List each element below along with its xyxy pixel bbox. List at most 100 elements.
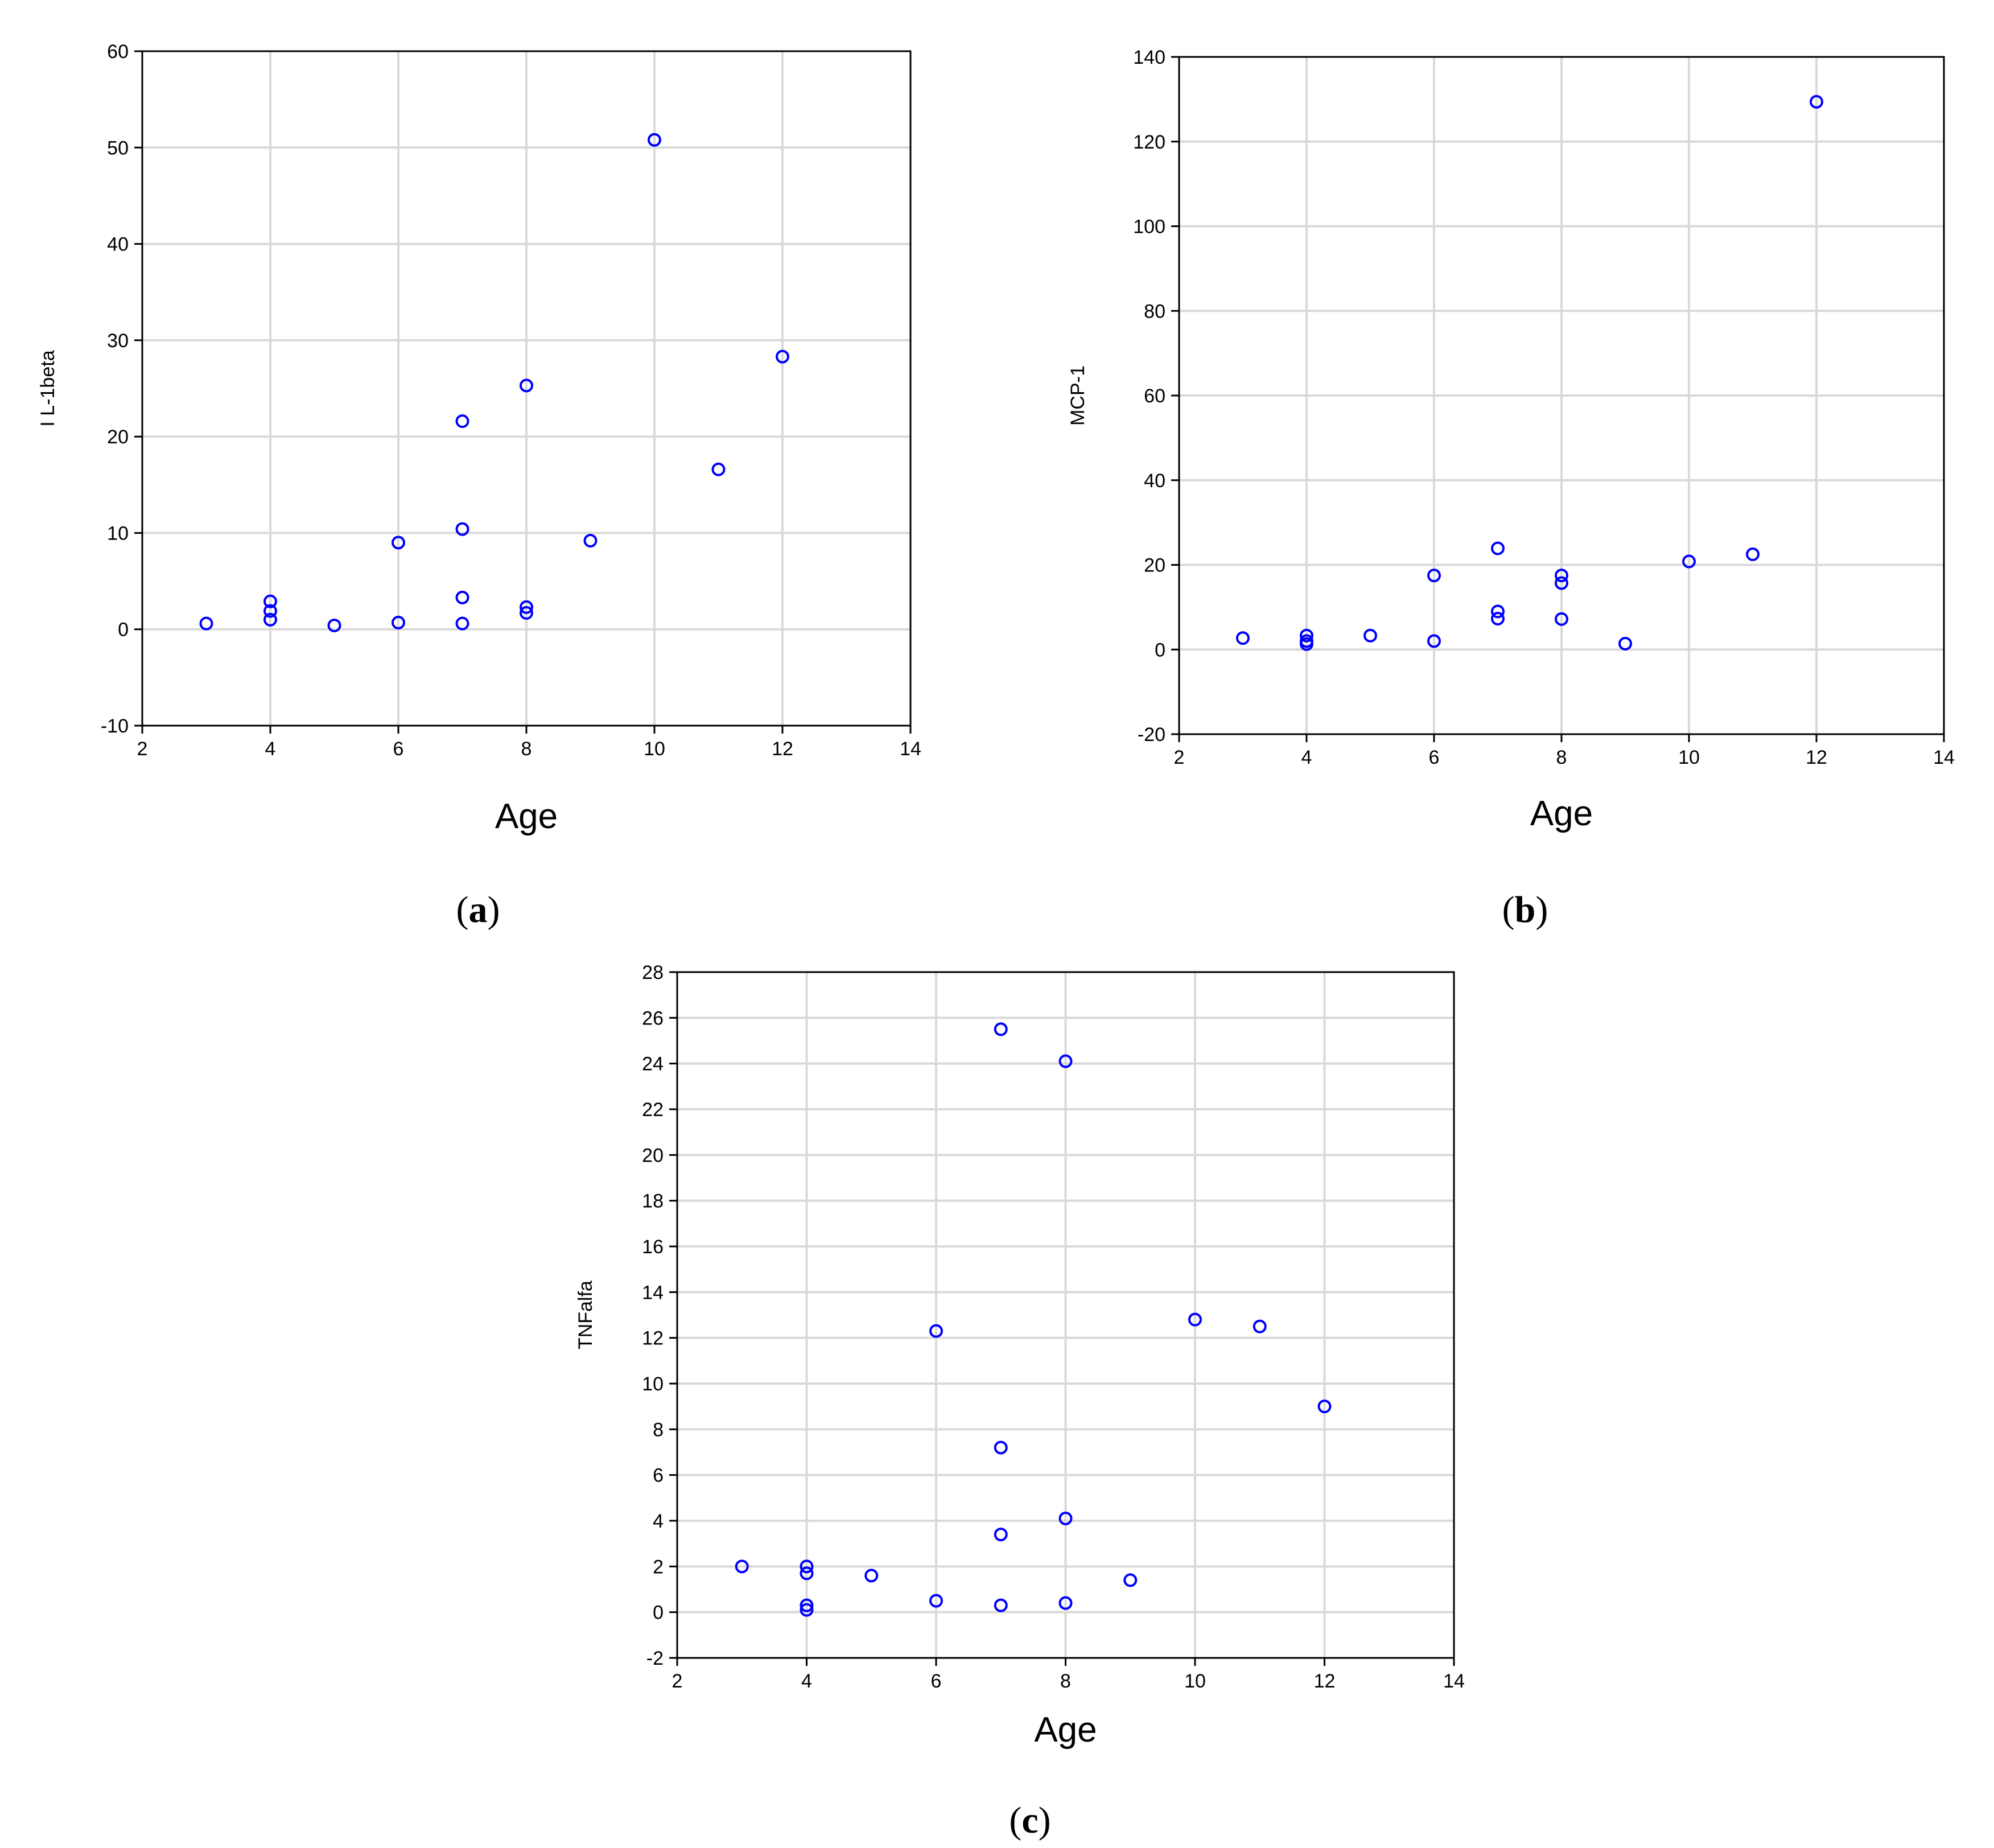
- panel-letter: b: [1515, 889, 1536, 931]
- x-tick-label: 8: [1556, 747, 1567, 768]
- panel-letter: c: [1021, 1800, 1038, 1841]
- data-point: [800, 1566, 814, 1581]
- data-point: [1491, 604, 1505, 619]
- y-tick-label: 6: [653, 1465, 664, 1487]
- x-tick-label: 12: [1314, 1670, 1336, 1692]
- y-tick-label: 12: [642, 1328, 664, 1349]
- y-tick-label: 8: [653, 1419, 664, 1440]
- data-point: [1427, 569, 1441, 583]
- chart-panel-a: 2 4 6 8 10 12 14 -10 0 10 20 30 40 50 60 Age I L-1beta (a…: [37, 41, 921, 931]
- data-point: [929, 1594, 943, 1608]
- data-point: [1058, 1511, 1073, 1525]
- y-tick-label: 20: [1144, 555, 1165, 577]
- y-tick-label: 2: [653, 1556, 664, 1578]
- y-tick-label: 20: [642, 1145, 664, 1166]
- data-point: [1555, 612, 1568, 626]
- data-point: [994, 1598, 1008, 1612]
- x-tick-label: 14: [1443, 1670, 1465, 1692]
- y-axis-label: TNFalfa: [575, 1281, 596, 1349]
- data-point: [800, 1559, 814, 1574]
- y-tick-label: 0: [1155, 639, 1165, 661]
- x-tick-label: 6: [931, 1670, 942, 1692]
- y-tick-label: 100: [1133, 216, 1165, 238]
- data-point: [1427, 634, 1441, 648]
- x-tick-label: 4: [1301, 747, 1312, 768]
- x-tick-label: 8: [1060, 1670, 1071, 1692]
- data-point: [455, 414, 469, 429]
- y-tick-label: 140: [1133, 47, 1165, 68]
- y-tick-label: 60: [107, 41, 129, 63]
- panel-caption: (b): [1502, 889, 1548, 931]
- y-tick-label: 120: [1133, 131, 1165, 153]
- y-tick-label: 4: [653, 1510, 664, 1532]
- y-tick-label: -2: [646, 1648, 664, 1669]
- data-point: [455, 522, 469, 536]
- data-point: [455, 616, 469, 631]
- chart-panel-b: 2 4 6 8 10 12 14 -20 0 20 40 60 80 100 120 140 Age MCP-1 (…: [1067, 47, 1955, 931]
- data-point: [263, 612, 277, 627]
- y-tick-label: 40: [107, 234, 129, 256]
- y-tick-label: 80: [1144, 301, 1165, 322]
- y-tick-label: 28: [642, 962, 664, 983]
- data-point: [1618, 636, 1632, 651]
- data-point: [455, 590, 469, 604]
- data-point: [1058, 1596, 1073, 1610]
- data-point: [520, 606, 533, 620]
- data-point: [776, 349, 789, 364]
- x-axis-label: Age: [1034, 1710, 1097, 1750]
- data-point: [800, 1603, 814, 1617]
- panel-caption: (a): [456, 889, 500, 931]
- y-tick-label: 10: [107, 522, 129, 544]
- data-point: [263, 594, 277, 608]
- data-point: [735, 1559, 749, 1574]
- x-tick-label: 4: [801, 1670, 812, 1692]
- data-point: [583, 533, 598, 548]
- data-point: [929, 1324, 943, 1338]
- y-tick-label: 10: [642, 1373, 664, 1395]
- data-point: [1300, 637, 1313, 651]
- x-tick-label: 2: [137, 738, 148, 760]
- y-tick-label: 30: [107, 330, 129, 352]
- data-point: [199, 616, 213, 631]
- x-tick-label: 8: [521, 738, 532, 760]
- panel-caption: (c): [1009, 1800, 1050, 1841]
- data-point: [800, 1598, 814, 1612]
- y-tick-label: 24: [642, 1053, 664, 1075]
- data-point: [1300, 628, 1313, 643]
- data-point: [1682, 554, 1696, 569]
- x-tick-label: 6: [1429, 747, 1440, 768]
- data-point: [648, 133, 661, 147]
- data-point: [327, 618, 341, 632]
- data-point: [864, 1569, 879, 1583]
- x-tick-label: 2: [1174, 747, 1185, 768]
- x-tick-label: 10: [644, 738, 665, 760]
- panel-letter: a: [469, 889, 488, 931]
- data-point: [1058, 1054, 1073, 1068]
- data-point: [1555, 576, 1568, 590]
- data-point: [1363, 628, 1377, 643]
- x-tick-label: 10: [1184, 1670, 1206, 1692]
- y-tick-label: 40: [1144, 470, 1165, 492]
- data-point: [994, 1440, 1008, 1455]
- y-tick-label: 14: [642, 1282, 664, 1303]
- x-tick-label: 12: [1806, 747, 1827, 768]
- data-point: [1236, 631, 1250, 645]
- y-axis-label: MCP-1: [1067, 365, 1089, 426]
- data-point: [994, 1528, 1008, 1542]
- y-tick-label: -20: [1138, 724, 1165, 746]
- x-tick-label: 14: [900, 738, 921, 760]
- y-axis-label: I L-1beta: [37, 350, 59, 426]
- y-tick-label: 22: [642, 1099, 664, 1121]
- data-point: [392, 615, 405, 629]
- x-tick-label: 10: [1678, 747, 1700, 768]
- data-point: [1746, 547, 1760, 561]
- y-tick-label: 16: [642, 1236, 664, 1258]
- x-axis-label: Age: [495, 797, 558, 836]
- data-point: [1253, 1319, 1267, 1333]
- y-tick-label: 18: [642, 1191, 664, 1212]
- y-tick-label: 50: [107, 137, 129, 159]
- data-point: [994, 1022, 1008, 1036]
- data-point: [1555, 569, 1568, 583]
- data-point: [1188, 1312, 1202, 1327]
